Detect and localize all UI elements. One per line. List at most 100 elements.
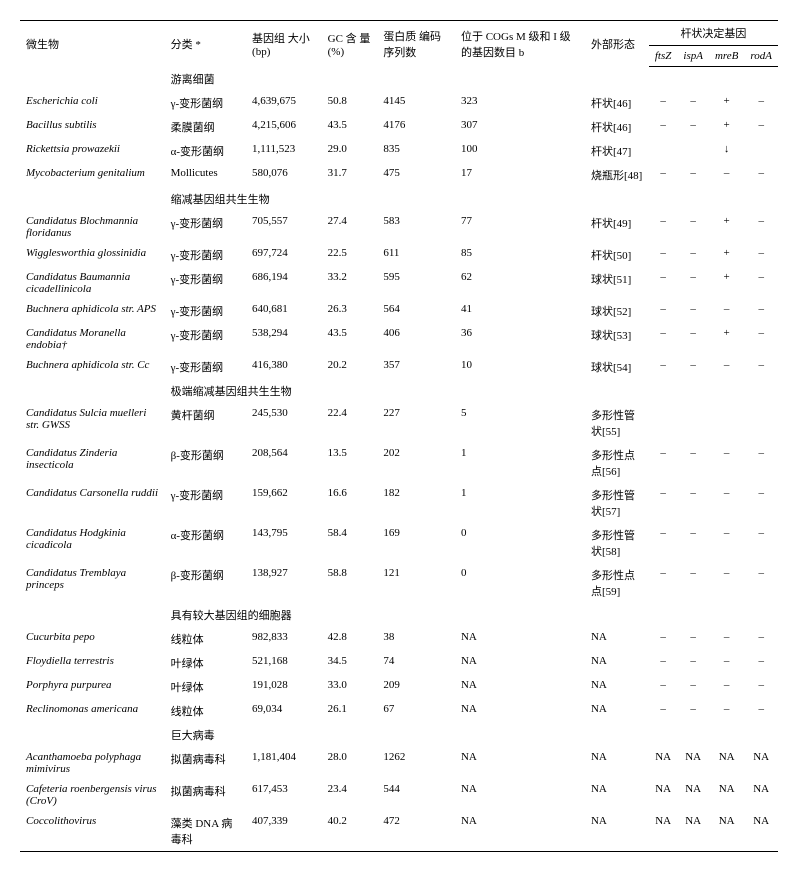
ispa-cell: – — [677, 699, 709, 723]
group-title: 极端缩减基因组共生生物 — [165, 379, 778, 403]
mreb-cell: + — [709, 323, 744, 355]
size-cell: 4,639,675 — [246, 91, 322, 115]
table-header: 微生物 分类 * 基因组 大小(bp) GC 含 量(%) 蛋白质 编码 序列数… — [20, 21, 778, 67]
size-cell: 138,927 — [246, 563, 322, 603]
classification-cell: α-变形菌纲 — [165, 139, 246, 163]
group-header-row: 极端缩减基因组共生生物 — [20, 379, 778, 403]
cogs-cell: NA — [455, 699, 585, 723]
classification-cell: 线粒体 — [165, 699, 246, 723]
protein-cell: 595 — [377, 267, 455, 299]
classification-cell: γ-变形菌纲 — [165, 243, 246, 267]
size-cell: 4,215,606 — [246, 115, 322, 139]
morph-cell: 杆状[46] — [585, 91, 649, 115]
morph-cell: 杆状[49] — [585, 211, 649, 243]
protein-cell: 835 — [377, 139, 455, 163]
size-cell: 245,530 — [246, 403, 322, 443]
organism-cell: Floydiella terrestris — [20, 651, 165, 675]
mreb-cell: + — [709, 243, 744, 267]
ispa-cell: – — [677, 651, 709, 675]
cogs-cell: 62 — [455, 267, 585, 299]
cogs-cell: NA — [455, 811, 585, 852]
size-cell: 208,564 — [246, 443, 322, 483]
ispa-cell: – — [677, 523, 709, 563]
organism-cell: Candidatus Sulcia muelleri str. GWSS — [20, 403, 165, 443]
organism-cell: Escherichia coli — [20, 91, 165, 115]
mreb-cell: NA — [709, 811, 744, 852]
organism-cell: Mycobacterium genitalium — [20, 163, 165, 187]
table-row: Reclinomonas americana线粒体69,03426.167NAN… — [20, 699, 778, 723]
ispa-cell: – — [677, 243, 709, 267]
table-row: Candidatus Zinderia insecticolaβ-变形菌纲208… — [20, 443, 778, 483]
ftsz-cell: NA — [649, 779, 678, 811]
organism-cell: Coccolithovirus — [20, 811, 165, 852]
table-body: 游离细菌Escherichia coliγ-变形菌纲4,639,67550.84… — [20, 67, 778, 852]
organism-cell: Cucurbita pepo — [20, 627, 165, 651]
gc-cell: 31.7 — [322, 163, 378, 187]
gc-cell: 43.5 — [322, 323, 378, 355]
organism-cell: Candidatus Baumannia cicadellinicola — [20, 267, 165, 299]
mreb-cell: + — [709, 267, 744, 299]
morph-cell: 多形性管状[57] — [585, 483, 649, 523]
roda-cell — [744, 139, 778, 163]
morph-cell: 球状[54] — [585, 355, 649, 379]
ispa-cell: – — [677, 675, 709, 699]
roda-cell: – — [744, 443, 778, 483]
organism-cell: Candidatus Zinderia insecticola — [20, 443, 165, 483]
classification-cell: γ-变形菌纲 — [165, 323, 246, 355]
table-row: Rickettsia prowazekiiα-变形菌纲1,111,52329.0… — [20, 139, 778, 163]
organism-cell: Bacillus subtilis — [20, 115, 165, 139]
gc-cell: 40.2 — [322, 811, 378, 852]
cogs-cell: 36 — [455, 323, 585, 355]
size-cell: 521,168 — [246, 651, 322, 675]
ispa-cell: – — [677, 323, 709, 355]
roda-cell: – — [744, 91, 778, 115]
classification-cell: β-变形菌纲 — [165, 443, 246, 483]
mreb-cell: – — [709, 483, 744, 523]
roda-cell: – — [744, 627, 778, 651]
group-spacer — [20, 723, 165, 747]
cogs-cell: 100 — [455, 139, 585, 163]
morph-cell: 多形性点点[59] — [585, 563, 649, 603]
protein-cell: 38 — [377, 627, 455, 651]
group-title: 游离细菌 — [165, 67, 778, 92]
size-cell: 538,294 — [246, 323, 322, 355]
size-cell: 686,194 — [246, 267, 322, 299]
ispa-cell: – — [677, 91, 709, 115]
morph-cell: 杆状[50] — [585, 243, 649, 267]
organism-cell: Cafeteria roenbergensis virus (CroV) — [20, 779, 165, 811]
classification-cell: α-变形菌纲 — [165, 523, 246, 563]
group-spacer — [20, 379, 165, 403]
classification-cell: γ-变形菌纲 — [165, 91, 246, 115]
group-spacer — [20, 67, 165, 92]
organism-cell: Wigglesworthia glossinidia — [20, 243, 165, 267]
group-spacer — [20, 187, 165, 211]
col-shape-genes: 杆状决定基因 — [649, 21, 778, 46]
morph-cell: 多形性点点[56] — [585, 443, 649, 483]
size-cell: 143,795 — [246, 523, 322, 563]
classification-cell: γ-变形菌纲 — [165, 299, 246, 323]
group-header-row: 游离细菌 — [20, 67, 778, 92]
ispa-cell: – — [677, 163, 709, 187]
cogs-cell: 307 — [455, 115, 585, 139]
morph-cell: NA — [585, 651, 649, 675]
classification-cell: Mollicutes — [165, 163, 246, 187]
ftsz-cell: – — [649, 211, 678, 243]
protein-cell: 475 — [377, 163, 455, 187]
table-row: Porphyra purpurea叶绿体191,02833.0209NANA––… — [20, 675, 778, 699]
col-ispa: ispA — [677, 46, 709, 67]
ftsz-cell — [649, 139, 678, 163]
mreb-cell: + — [709, 115, 744, 139]
ftsz-cell: – — [649, 91, 678, 115]
table-row: Candidatus Moranella endobia†γ-变形菌纲538,2… — [20, 323, 778, 355]
size-cell: 1,181,404 — [246, 747, 322, 779]
group-title: 缩减基因组共生生物 — [165, 187, 778, 211]
col-gc-content: GC 含 量(%) — [322, 21, 378, 67]
gc-cell: 29.0 — [322, 139, 378, 163]
table-row: Bacillus subtilis柔膜菌纲4,215,60643.5417630… — [20, 115, 778, 139]
mreb-cell — [709, 403, 744, 443]
gc-cell: 16.6 — [322, 483, 378, 523]
protein-cell: 4145 — [377, 91, 455, 115]
mreb-cell: NA — [709, 779, 744, 811]
mreb-cell: – — [709, 163, 744, 187]
gc-cell: 33.2 — [322, 267, 378, 299]
